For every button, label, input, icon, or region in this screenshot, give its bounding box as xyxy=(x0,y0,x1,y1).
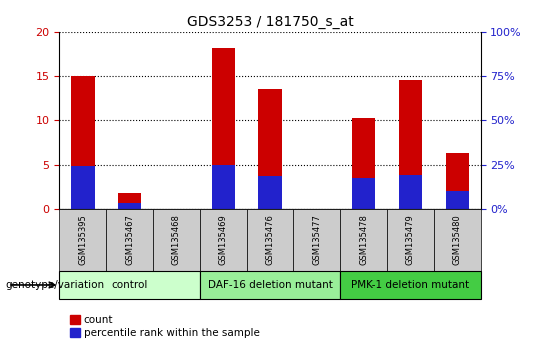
Text: GSM135478: GSM135478 xyxy=(359,215,368,265)
Text: genotype/variation: genotype/variation xyxy=(5,280,105,290)
Bar xyxy=(258,89,282,209)
Text: GSM135480: GSM135480 xyxy=(453,215,462,265)
Bar xyxy=(340,209,387,271)
Text: GSM135469: GSM135469 xyxy=(219,215,228,265)
Bar xyxy=(293,209,340,271)
Bar xyxy=(106,209,153,271)
Bar xyxy=(59,209,106,271)
Title: GDS3253 / 181750_s_at: GDS3253 / 181750_s_at xyxy=(187,16,353,29)
Bar xyxy=(71,76,94,209)
Bar xyxy=(200,272,340,298)
Bar xyxy=(352,118,375,209)
Text: GSM135477: GSM135477 xyxy=(312,215,321,265)
Bar xyxy=(212,165,235,209)
Text: count: count xyxy=(84,315,113,325)
Bar xyxy=(387,209,434,271)
Bar xyxy=(340,272,481,298)
Text: PMK-1 deletion mutant: PMK-1 deletion mutant xyxy=(352,280,469,290)
Bar xyxy=(118,193,141,209)
Bar xyxy=(446,153,469,209)
Bar xyxy=(200,209,247,271)
Bar xyxy=(399,80,422,209)
Bar xyxy=(71,166,94,209)
Bar xyxy=(118,202,141,209)
Text: percentile rank within the sample: percentile rank within the sample xyxy=(84,328,260,338)
Bar xyxy=(399,175,422,209)
Bar xyxy=(352,178,375,209)
Text: GSM135467: GSM135467 xyxy=(125,215,134,265)
Bar xyxy=(59,272,200,298)
Bar xyxy=(153,209,200,271)
Text: DAF-16 deletion mutant: DAF-16 deletion mutant xyxy=(207,280,333,290)
Text: control: control xyxy=(111,280,148,290)
Bar xyxy=(212,48,235,209)
Bar xyxy=(446,191,469,209)
Text: GSM135476: GSM135476 xyxy=(266,215,274,265)
Text: GSM135468: GSM135468 xyxy=(172,215,181,265)
Bar xyxy=(247,209,293,271)
Bar xyxy=(258,176,282,209)
Text: GSM135395: GSM135395 xyxy=(78,215,87,265)
Text: GSM135479: GSM135479 xyxy=(406,215,415,265)
Bar xyxy=(434,209,481,271)
